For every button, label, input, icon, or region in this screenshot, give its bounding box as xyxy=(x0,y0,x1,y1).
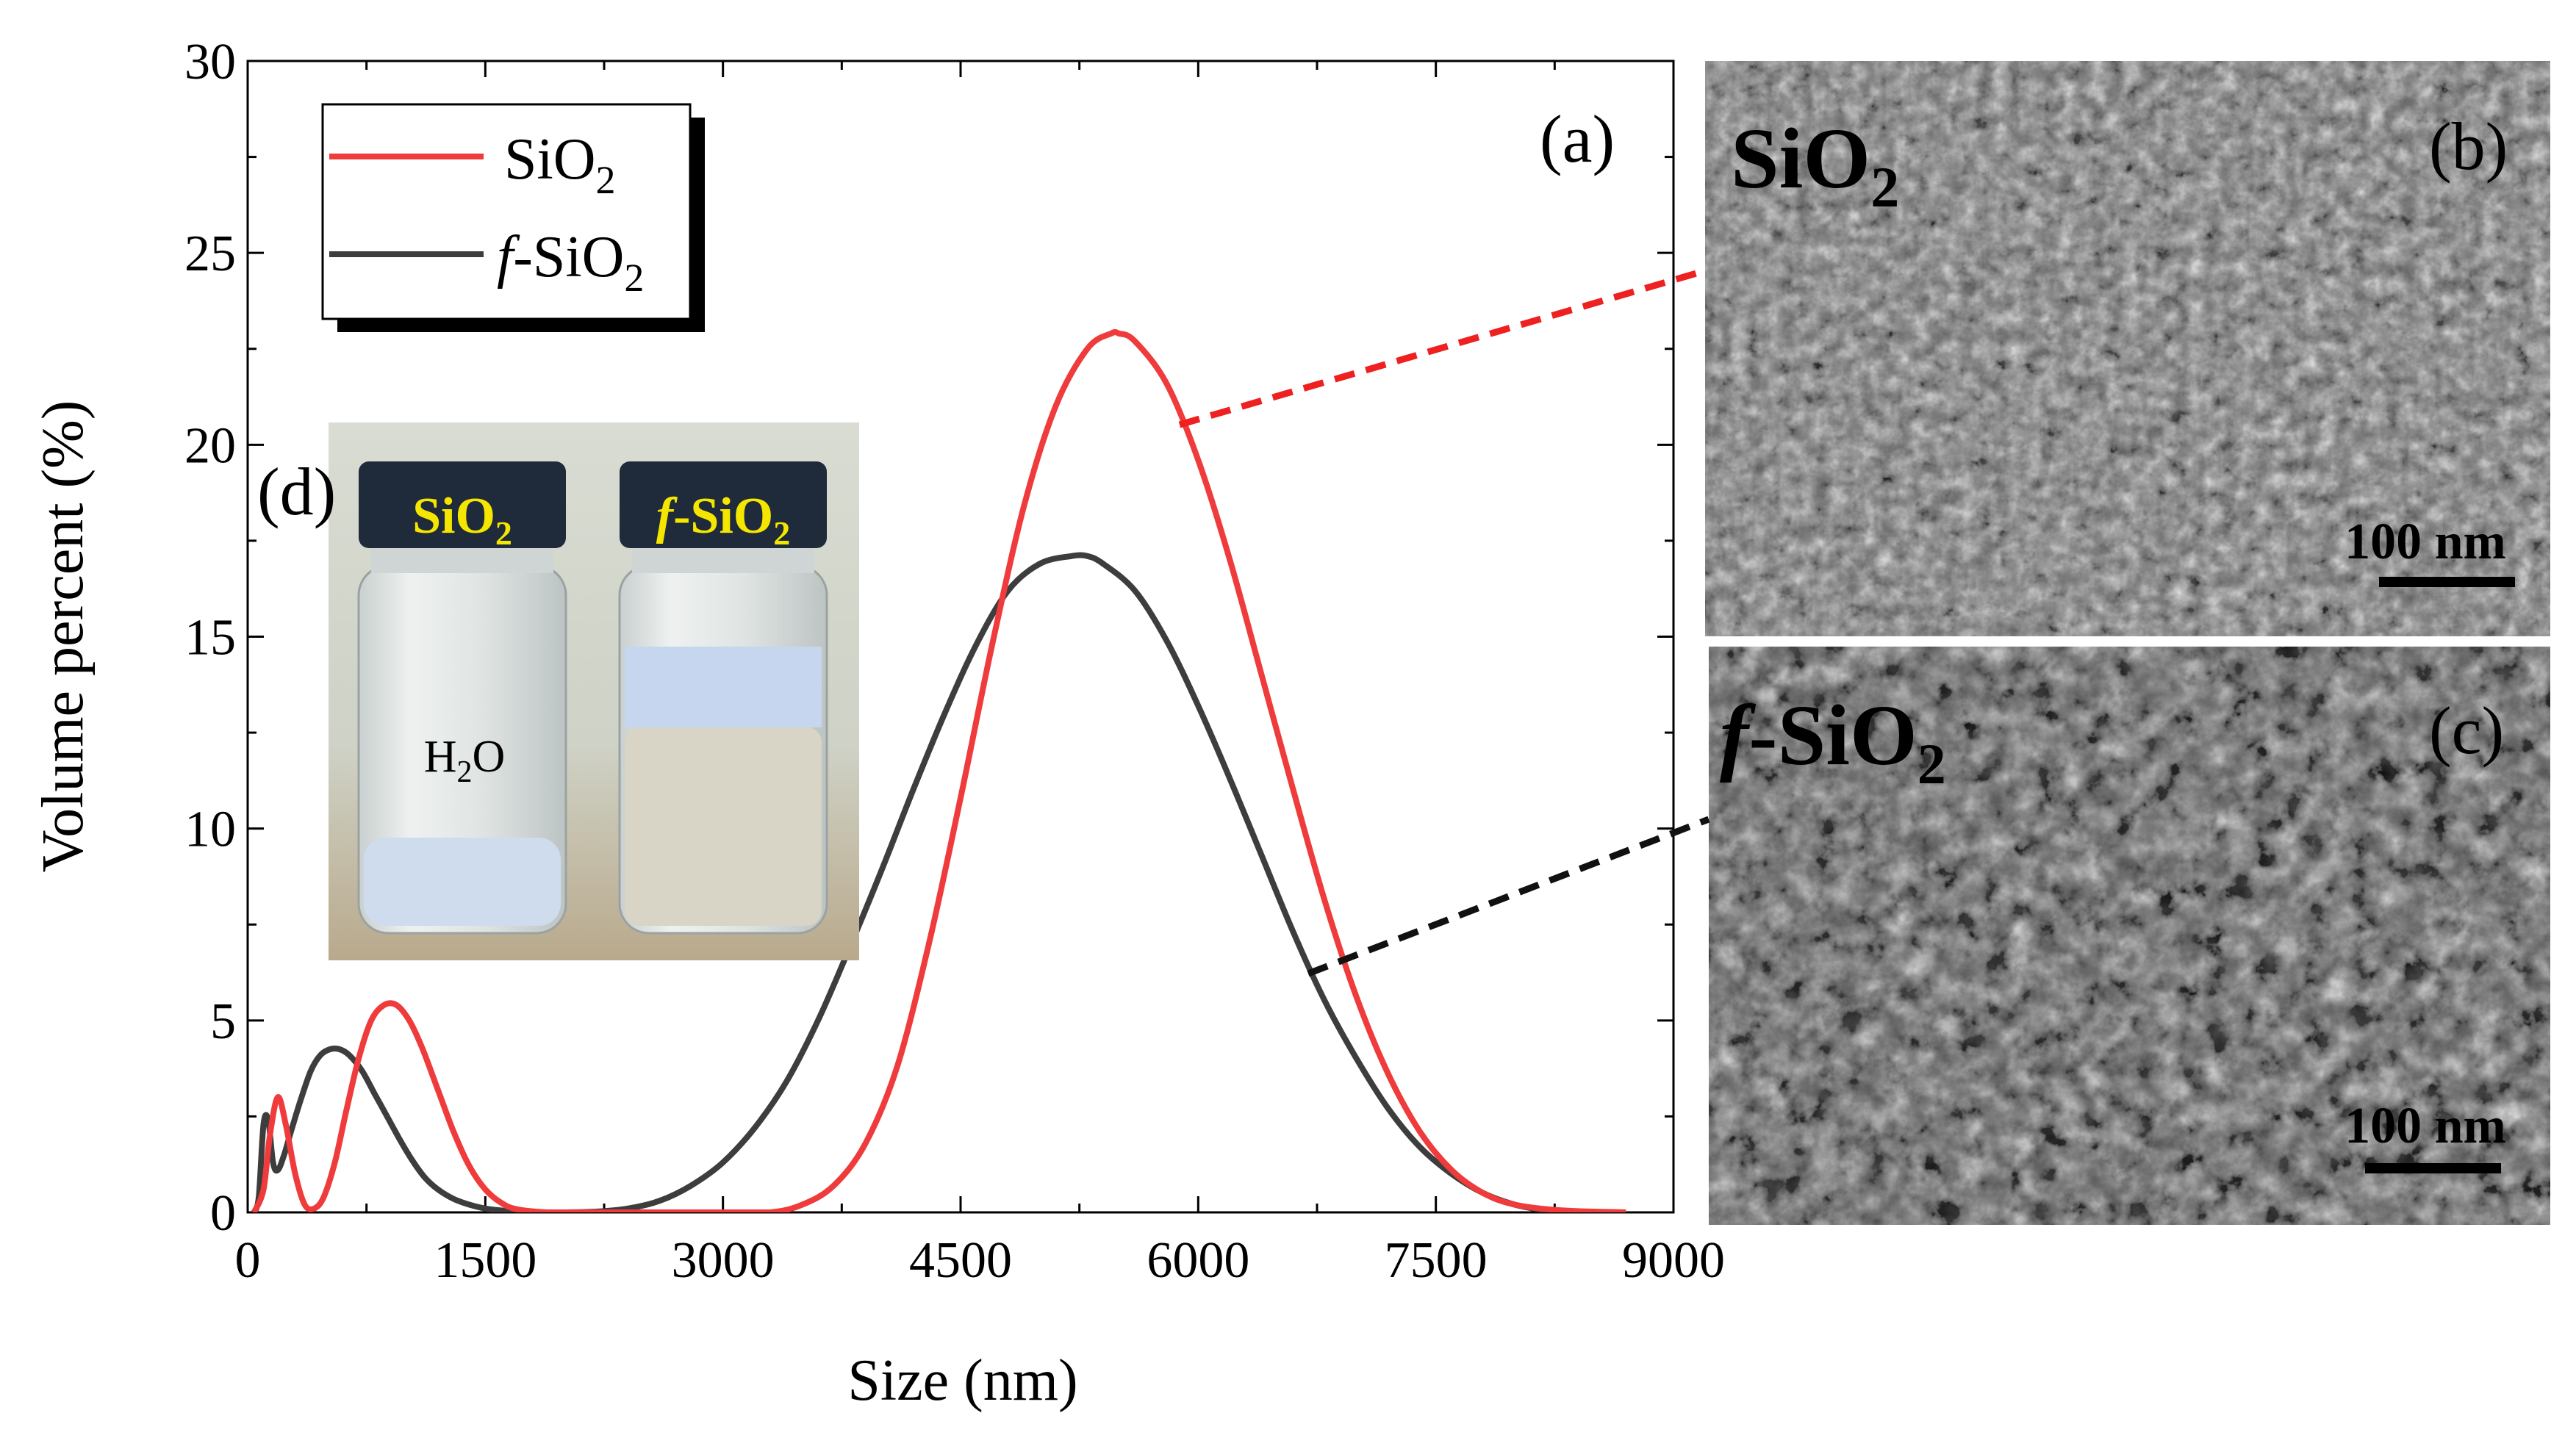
sem-b-title-sub: 2 xyxy=(1870,155,1899,219)
series-layer xyxy=(251,328,1626,1212)
y-tick-label: 0 xyxy=(210,1185,236,1242)
legend-label-sio2-base: SiO xyxy=(504,127,596,192)
legend: SiO2 f-SiO2 xyxy=(321,103,705,332)
sem-c-texture xyxy=(1709,647,2550,1225)
x-tick-label: 1500 xyxy=(434,1232,537,1289)
sem-c-title-sub: 2 xyxy=(1917,732,1946,796)
legend-label-sio2-sub: 2 xyxy=(596,158,616,202)
y-axis-label: Volume percent (%) xyxy=(31,400,96,873)
sem-c-title: f-SiO2 xyxy=(1720,687,1946,796)
vial-right-cap-base: -SiO xyxy=(673,488,773,544)
y-tick-label: 15 xyxy=(184,610,236,666)
vial-left-cap xyxy=(359,461,566,548)
series-line-sio2 xyxy=(251,328,1626,1212)
vial-left-cap-sub: 2 xyxy=(495,514,512,552)
y-tick-label: 25 xyxy=(184,226,236,282)
x-tick-label: 3000 xyxy=(672,1232,775,1289)
panel-label-a: (a) xyxy=(1540,101,1615,176)
sem-b-title-base: SiO xyxy=(1731,110,1870,206)
water-label-tail: O xyxy=(473,732,506,782)
panel-label-c: (c) xyxy=(2429,693,2504,768)
panel-label-b: (b) xyxy=(2429,109,2508,184)
sem-c-title-base: -SiO xyxy=(1748,687,1917,783)
vial-right: f-SiO2 xyxy=(618,461,828,935)
vial-right-cap-sub: 2 xyxy=(773,514,790,552)
legend-label-f-sio2: f-SiO2 xyxy=(497,225,644,300)
vial-right-cap-label: f-SiO2 xyxy=(656,488,790,552)
x-tick-label: 0 xyxy=(235,1232,261,1289)
vial-left-sediment xyxy=(364,838,561,926)
y-tick-label: 5 xyxy=(210,993,236,1050)
x-tick-label: 4500 xyxy=(909,1232,1012,1289)
series-line-f-sio2 xyxy=(251,552,1571,1212)
sem-c-scale-bar xyxy=(2365,1163,2501,1173)
inset-photo-d: SiO2 H2O f-SiO2 (d) xyxy=(257,422,859,960)
water-label-sub: 2 xyxy=(457,755,473,789)
water-label-base: H xyxy=(424,732,457,782)
callout-line-sio2 xyxy=(1178,268,1703,428)
x-axis: 0 1500 3000 4500 6000 7500 9000 xyxy=(235,61,1725,1289)
x-tick-label: 6000 xyxy=(1147,1232,1249,1289)
vial-right-neck xyxy=(632,544,814,573)
legend-box xyxy=(321,103,692,320)
sem-panel-b: SiO2 (b) 100 nm xyxy=(1705,61,2550,636)
vial-left-neck xyxy=(371,544,553,573)
vial-right-cap xyxy=(620,461,827,548)
legend-label-f-sio2-dash: - xyxy=(513,225,533,289)
sem-b-title: SiO2 xyxy=(1731,110,1899,219)
sem-b-scale-bar xyxy=(2379,577,2515,587)
vial-left-cap-base: SiO xyxy=(412,488,495,544)
vial-left: SiO2 H2O xyxy=(357,461,567,935)
x-tick-label: 7500 xyxy=(1385,1232,1488,1289)
sem-b-scale-label: 100 nm xyxy=(2344,514,2506,570)
y-axis: 0 5 10 15 20 25 30 xyxy=(184,34,1673,1242)
x-tick-label: 9000 xyxy=(1622,1232,1725,1289)
panel-label-d: (d) xyxy=(257,454,336,529)
callout-line-f-sio2 xyxy=(1307,816,1710,977)
vial-left-cap-label: SiO2 xyxy=(412,488,512,552)
y-tick-label: 10 xyxy=(184,802,236,858)
vial-right-floating-layer xyxy=(625,647,822,727)
legend-label-f-sio2-sub: 2 xyxy=(624,256,644,300)
vial-right-liquid xyxy=(625,727,822,926)
sem-c-scale-label: 100 nm xyxy=(2344,1098,2506,1154)
water-label: H2O xyxy=(424,732,506,789)
legend-label-sio2: SiO2 xyxy=(504,127,616,202)
chart-panel-a: 0 5 10 15 20 25 30 0 1500 3000 4500 6000 7500 9000 S… xyxy=(31,34,1725,1413)
legend-label-f-sio2-base: SiO xyxy=(533,225,625,289)
sem-b-texture xyxy=(1705,61,2550,636)
y-tick-label: 30 xyxy=(184,34,236,90)
sem-panel-c: f-SiO2 (c) 100 nm xyxy=(1709,647,2550,1225)
y-tick-label: 20 xyxy=(184,417,236,474)
x-axis-label: Size (nm) xyxy=(847,1348,1077,1413)
